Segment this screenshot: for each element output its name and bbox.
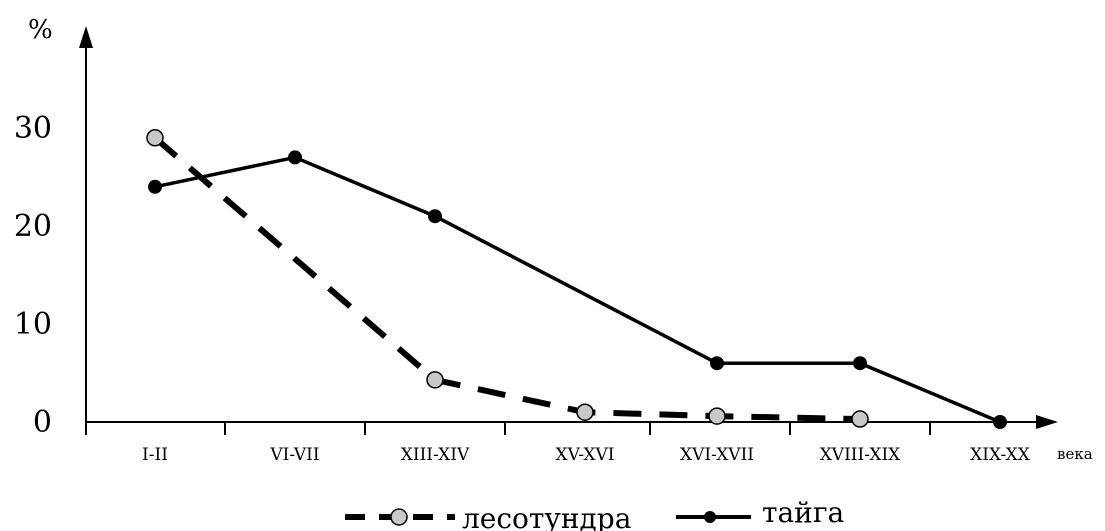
- x-tick-labels: I-II VI-VII XIII-XIV XV-XVI XVI-XVII XVIII-XI…: [85, 422, 1031, 465]
- x-tick-label: VI-VII: [269, 445, 319, 465]
- legend-label-тайга: тайга: [762, 496, 844, 529]
- legend: лесотундра тайга: [345, 496, 844, 531]
- x-tick-label: XIII-XIV: [401, 445, 470, 465]
- legend-marker-лесотундра: [390, 508, 408, 526]
- data-point-тайга: [288, 150, 302, 165]
- data-point-лесотундра: [708, 407, 726, 425]
- series-layer: [146, 129, 1007, 429]
- data-point-лесотундра: [851, 410, 869, 428]
- data-point-тайга: [148, 179, 162, 194]
- x-axis-label: века: [1057, 445, 1093, 463]
- y-axis-label: %: [28, 15, 53, 45]
- legend-marker-тайга: [704, 511, 716, 523]
- data-point-лесотундра: [576, 403, 594, 421]
- x-tick-label: XV-XVI: [555, 445, 614, 465]
- x-tick-label: XVIII-XIX: [820, 445, 901, 465]
- series-line-лесотундра: [153, 135, 861, 423]
- x-tick-label: XVI-XVII: [680, 445, 754, 465]
- data-point-лесотундра: [146, 129, 164, 147]
- y-tick-label: 0: [33, 405, 52, 440]
- y-tick-label: 30: [14, 111, 52, 146]
- data-point-тайга: [428, 209, 442, 224]
- y-tick-label: 20: [14, 209, 52, 244]
- data-point-лесотундра: [426, 371, 444, 389]
- data-point-тайга: [853, 356, 867, 371]
- x-tick-label: XIX-XX: [970, 445, 1031, 465]
- y-axis-arrow: [79, 26, 93, 48]
- y-tick-labels: 0 10 20 30: [14, 111, 52, 440]
- legend-label-лесотундра: лесотундра: [462, 502, 631, 531]
- x-tick-label: I-II: [142, 445, 168, 465]
- x-axis-arrow: [1036, 415, 1058, 429]
- series-line-тайга: [154, 155, 1001, 424]
- data-point-тайга: [993, 415, 1007, 429]
- data-point-тайга: [710, 356, 724, 371]
- y-tick-label: 10: [14, 307, 52, 342]
